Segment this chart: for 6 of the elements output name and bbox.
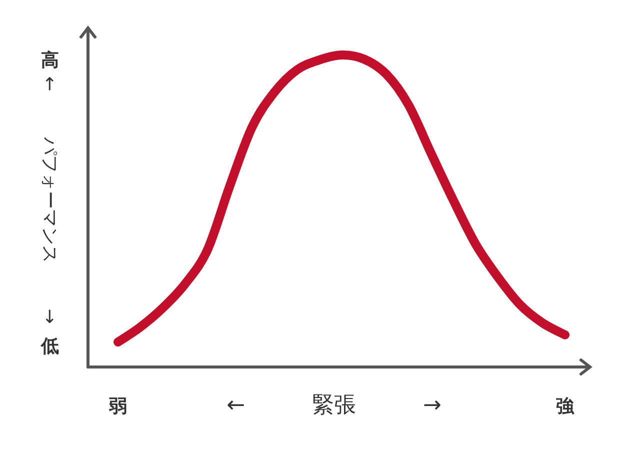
- y-axis-title: ← パフォーマンス →: [39, 76, 60, 324]
- text: 低: [40, 336, 59, 357]
- x-tick-label: 強: [556, 396, 575, 417]
- text: 高: [41, 50, 59, 71]
- x-tick-label: 弱: [108, 396, 127, 417]
- x-axis-title: ← 緊張 →: [226, 393, 442, 418]
